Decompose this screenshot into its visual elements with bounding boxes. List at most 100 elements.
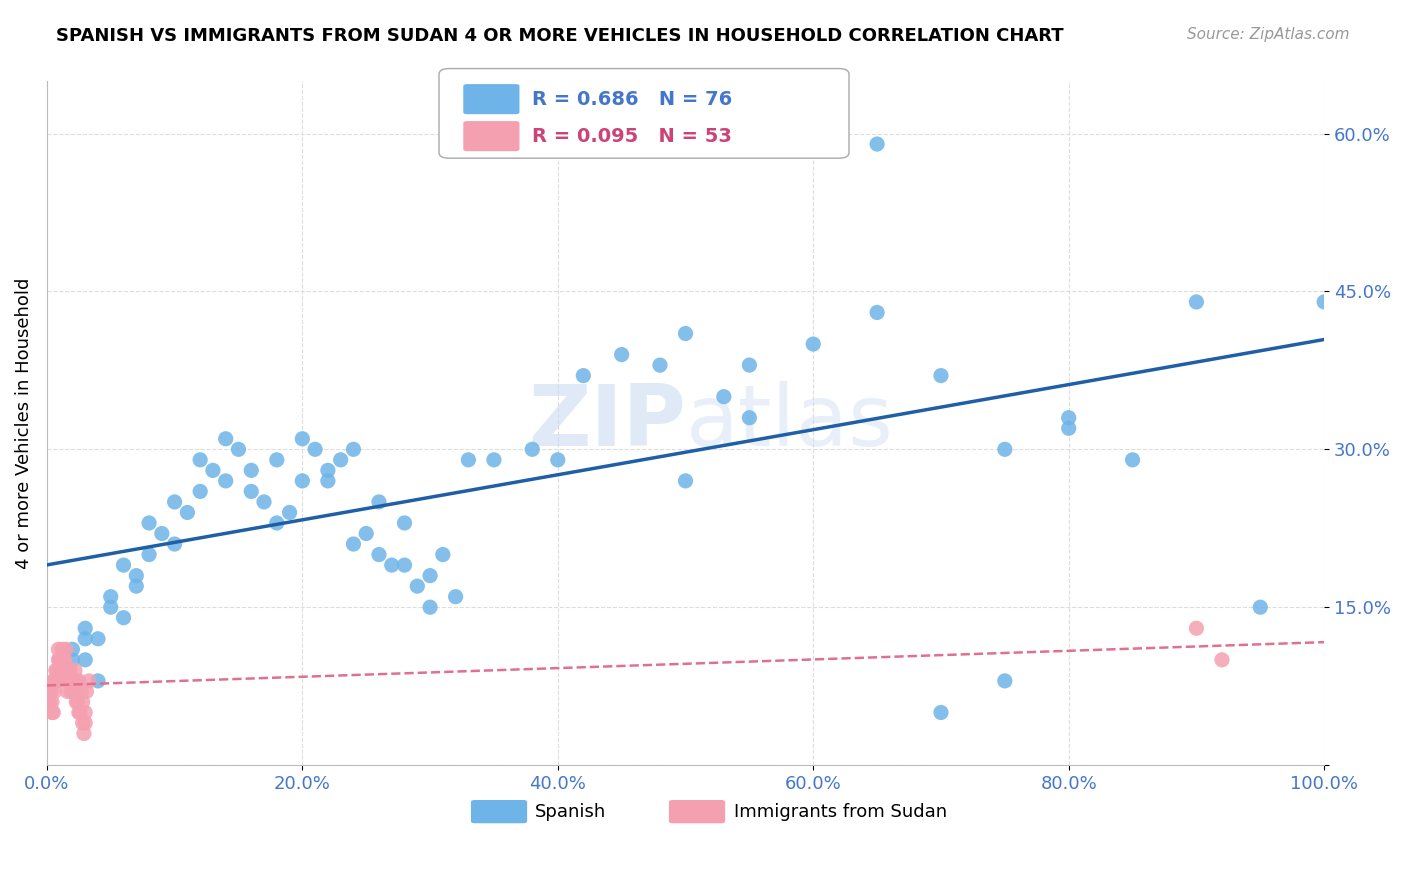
Point <box>929 706 952 720</box>
Point <box>228 442 250 457</box>
Point <box>52 653 75 667</box>
Point <box>1211 653 1233 667</box>
Point <box>572 368 595 383</box>
Point <box>46 673 69 688</box>
Point <box>381 558 404 573</box>
Point <box>73 726 96 740</box>
Point <box>72 716 94 731</box>
Text: SPANISH VS IMMIGRANTS FROM SUDAN 4 OR MORE VEHICLES IN HOUSEHOLD CORRELATION CHA: SPANISH VS IMMIGRANTS FROM SUDAN 4 OR MO… <box>56 27 1064 45</box>
Point <box>100 600 122 615</box>
Point <box>38 695 60 709</box>
Point <box>39 684 62 698</box>
Point <box>48 642 70 657</box>
Point <box>1057 421 1080 435</box>
Point <box>75 632 97 646</box>
Point <box>266 516 288 530</box>
FancyBboxPatch shape <box>471 800 527 823</box>
Point <box>738 410 761 425</box>
Point <box>125 568 148 582</box>
Point <box>522 442 544 457</box>
Point <box>419 568 441 582</box>
Point <box>42 706 65 720</box>
Point <box>253 495 276 509</box>
Point <box>738 358 761 372</box>
Point <box>278 506 301 520</box>
Point <box>547 453 569 467</box>
Point <box>201 463 224 477</box>
Point <box>138 516 160 530</box>
Point <box>1249 600 1271 615</box>
Point <box>240 484 263 499</box>
Point <box>1313 294 1336 309</box>
Point <box>291 474 314 488</box>
Point <box>55 642 77 657</box>
Point <box>42 673 65 688</box>
Text: Immigrants from Sudan: Immigrants from Sudan <box>734 803 948 821</box>
Point <box>44 684 66 698</box>
Point <box>188 484 211 499</box>
Point <box>1057 410 1080 425</box>
Point <box>163 537 186 551</box>
Point <box>44 673 66 688</box>
Point <box>1185 621 1208 635</box>
Point <box>610 347 633 361</box>
Point <box>406 579 429 593</box>
Point <box>1185 294 1208 309</box>
Point <box>457 453 479 467</box>
Point <box>51 642 73 657</box>
Text: R = 0.095   N = 53: R = 0.095 N = 53 <box>533 127 733 145</box>
Text: ZIP: ZIP <box>527 382 686 465</box>
Point <box>60 684 83 698</box>
Point <box>70 684 93 698</box>
Point <box>444 590 467 604</box>
Point <box>62 673 84 688</box>
Point <box>394 516 416 530</box>
Point <box>112 558 135 573</box>
Point <box>76 684 98 698</box>
Point <box>75 716 97 731</box>
Point <box>62 653 84 667</box>
FancyBboxPatch shape <box>669 800 725 823</box>
Point <box>52 653 75 667</box>
Point <box>62 642 84 657</box>
Point <box>59 664 82 678</box>
Point <box>150 526 173 541</box>
Point <box>38 695 60 709</box>
Point <box>266 453 288 467</box>
FancyBboxPatch shape <box>439 69 849 158</box>
Point <box>394 558 416 573</box>
Point <box>866 136 889 151</box>
Point <box>65 695 87 709</box>
Point <box>1122 453 1144 467</box>
Point <box>368 548 391 562</box>
Text: atlas: atlas <box>686 382 894 465</box>
Point <box>75 706 97 720</box>
Point <box>215 474 238 488</box>
Point <box>49 664 72 678</box>
FancyBboxPatch shape <box>463 84 519 114</box>
Text: Spanish: Spanish <box>534 803 606 821</box>
Text: R = 0.686   N = 76: R = 0.686 N = 76 <box>533 90 733 109</box>
Point <box>316 463 339 477</box>
Point <box>994 673 1017 688</box>
Y-axis label: 4 or more Vehicles in Household: 4 or more Vehicles in Household <box>15 277 32 569</box>
Point <box>49 664 72 678</box>
Point <box>929 368 952 383</box>
Point <box>77 673 100 688</box>
Point <box>45 664 67 678</box>
Point <box>41 695 63 709</box>
Point <box>419 600 441 615</box>
Point <box>62 684 84 698</box>
Point <box>675 326 697 341</box>
Point <box>112 611 135 625</box>
Point <box>304 442 326 457</box>
Point <box>87 673 110 688</box>
Point <box>291 432 314 446</box>
Point <box>53 653 76 667</box>
Point <box>75 621 97 635</box>
Point <box>87 632 110 646</box>
Text: Source: ZipAtlas.com: Source: ZipAtlas.com <box>1187 27 1350 42</box>
Point <box>801 105 824 120</box>
Point <box>138 548 160 562</box>
Point <box>39 684 62 698</box>
